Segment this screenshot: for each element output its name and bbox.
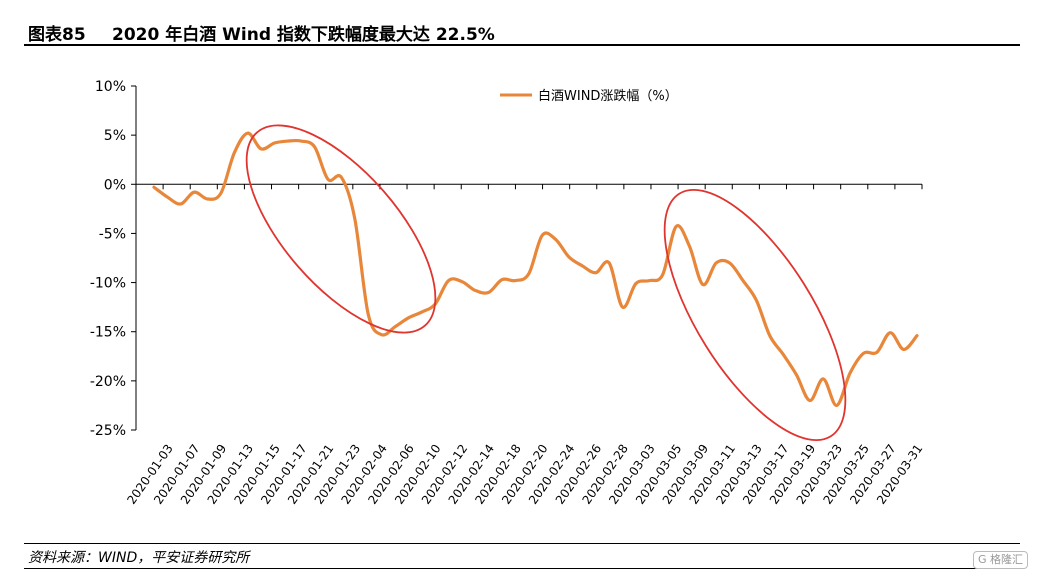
highlight-ellipse-decline-2 <box>663 188 847 442</box>
y-tick-label: 10% <box>95 79 126 95</box>
y-tick-label: -5% <box>99 226 126 242</box>
footer-divider-top <box>24 543 1020 544</box>
y-tick-label: 0% <box>104 177 126 193</box>
y-tick-label: -20% <box>90 374 126 390</box>
y-tick-label: 5% <box>104 128 126 144</box>
legend-label: 白酒WIND涨跌幅（%） <box>538 88 678 104</box>
watermark-logo: G 格隆汇 <box>972 551 1028 569</box>
footer-divider-bottom <box>24 568 1020 569</box>
series-line <box>152 131 919 408</box>
figure-title: 2020 年白酒 Wind 指数下跌幅度最大达 22.5% <box>112 25 495 45</box>
highlight-ellipse-decline-1 <box>245 124 437 334</box>
legend: 白酒WIND涨跌幅（%） <box>500 88 678 104</box>
y-tick-label: -10% <box>90 276 126 292</box>
line-chart: 10% 5% 0% -5% -10% -15% -20% -25% 2020-01-03202… <box>90 79 926 507</box>
y-axis: 10% 5% 0% -5% -10% -15% -20% -25% <box>90 79 137 439</box>
annotation-layer <box>245 124 847 442</box>
series-layer <box>152 131 919 408</box>
y-tick-label: -15% <box>90 325 126 341</box>
figure-number: 图表85 <box>28 25 86 45</box>
source-note: 资料来源：WIND，平安证券研究所 <box>28 550 250 566</box>
x-axis: 2020-01-032020-01-072020-01-092020-01-13… <box>124 183 925 507</box>
figure-header: 图表85 2020 年白酒 Wind 指数下跌幅度最大达 22.5% <box>24 18 1020 46</box>
y-tick-label: -25% <box>90 423 126 439</box>
